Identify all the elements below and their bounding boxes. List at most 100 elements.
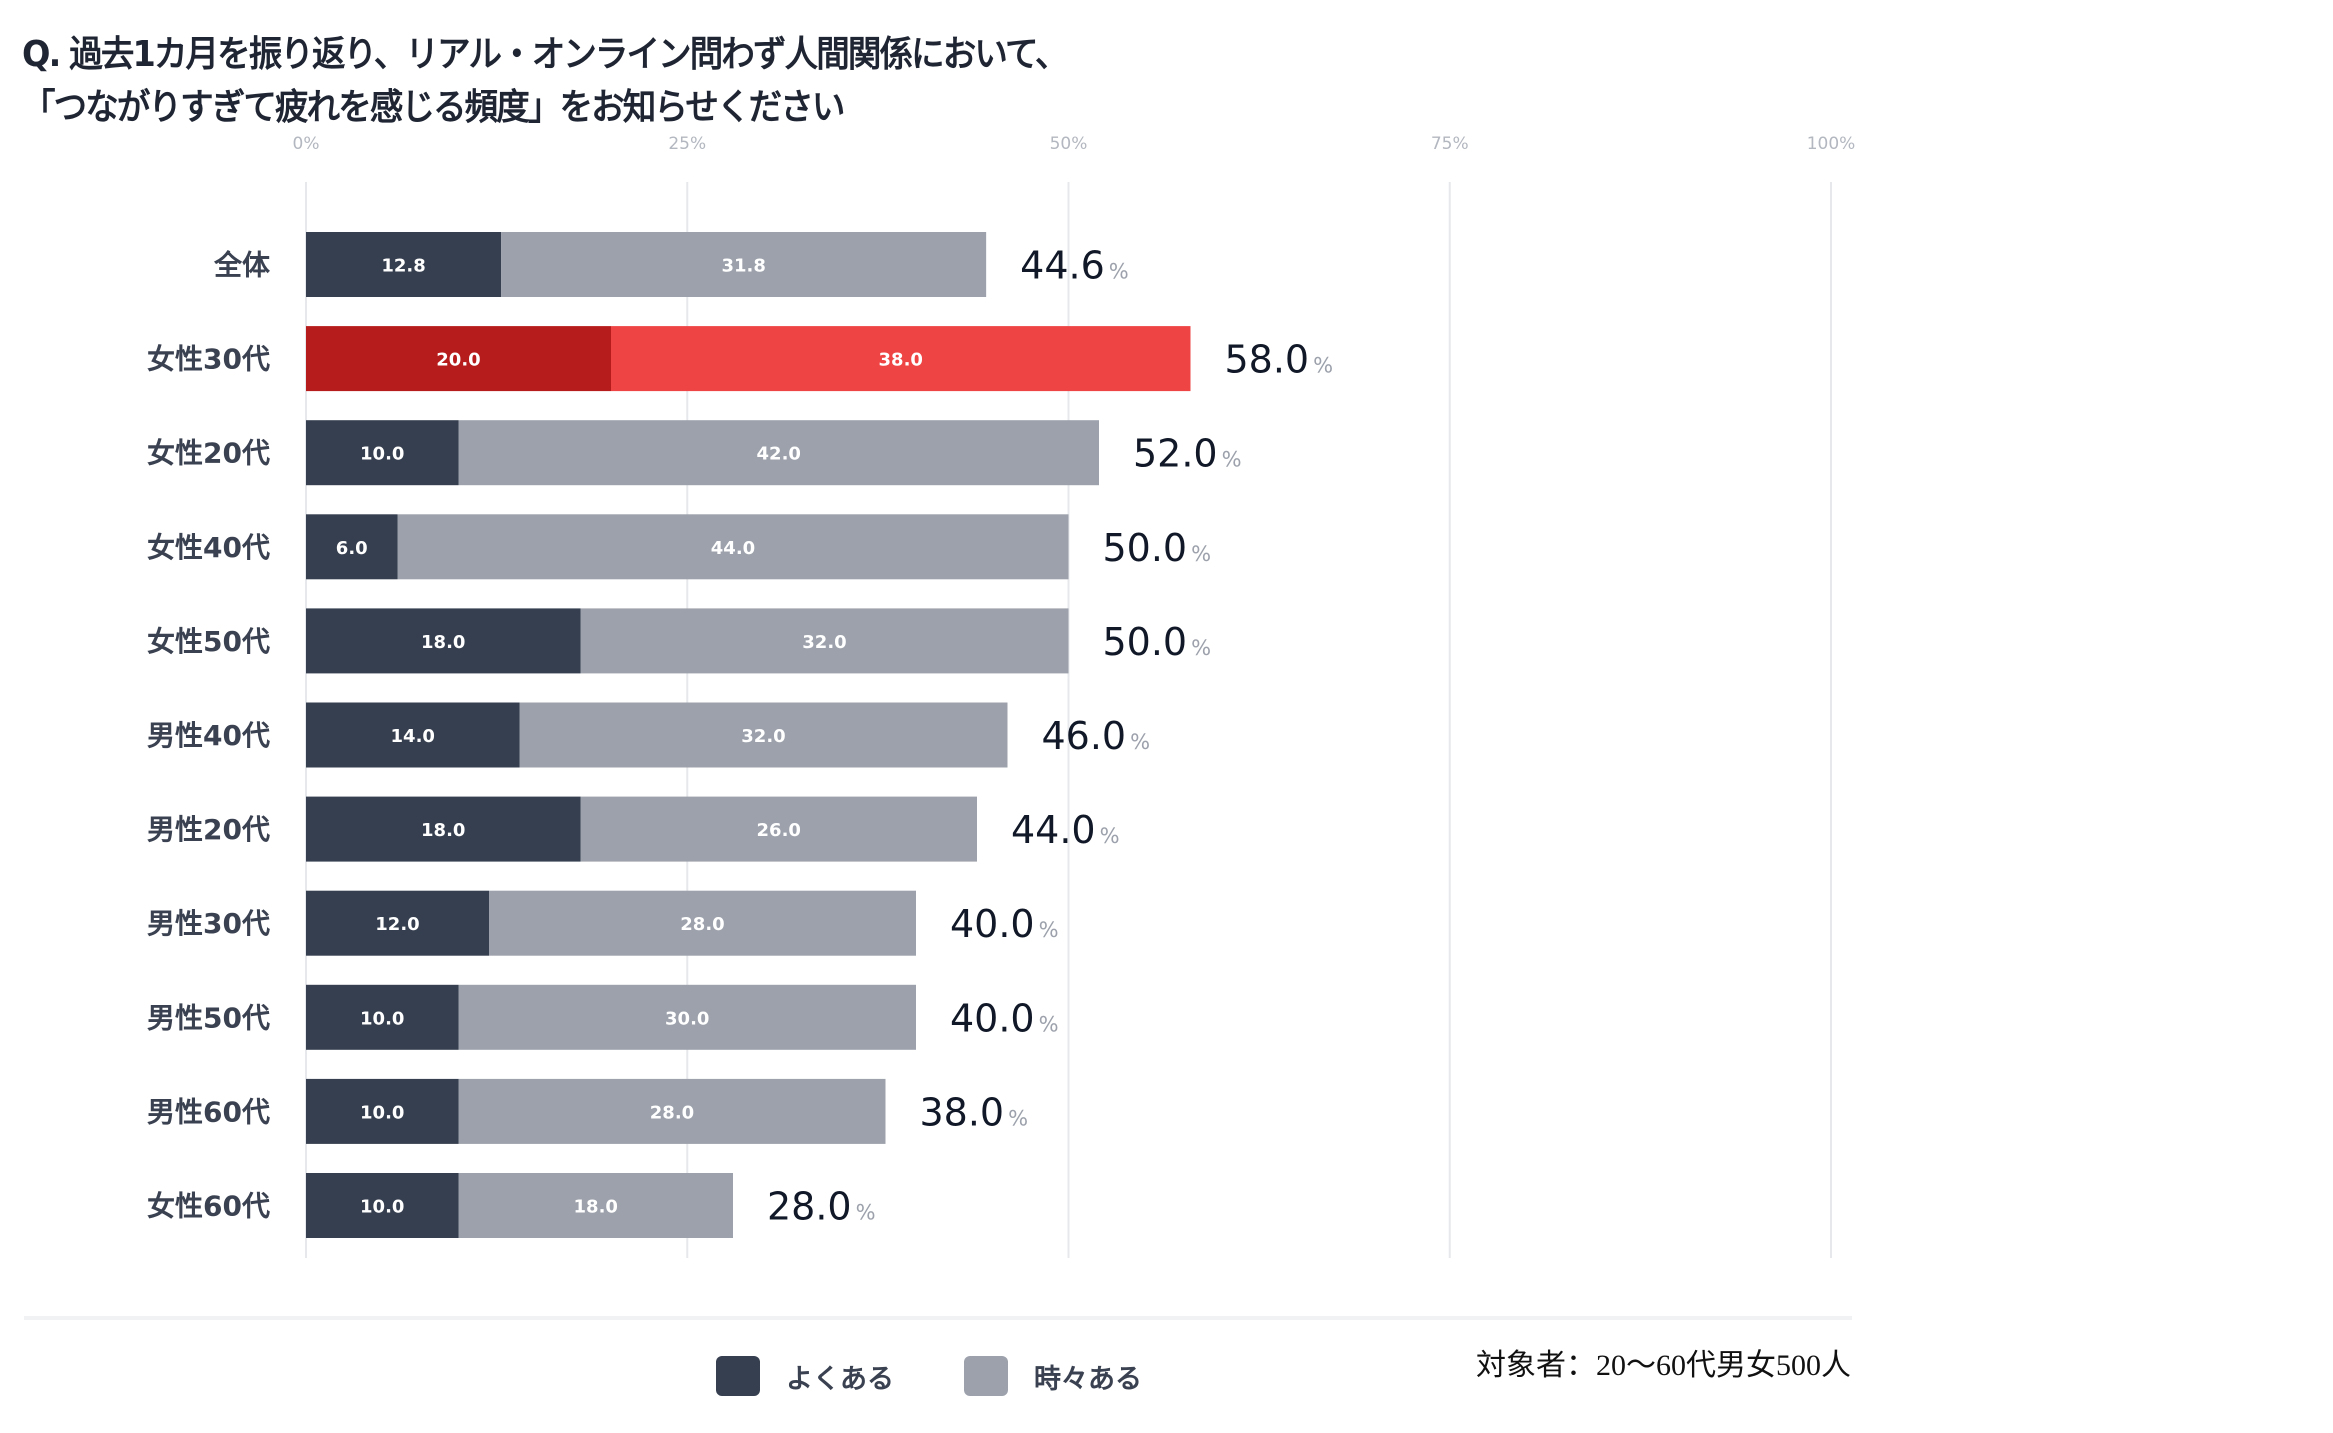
total-number: 58.0 bbox=[1225, 338, 1310, 382]
legend-swatch-sometimes bbox=[964, 1356, 1008, 1396]
category-label: 男性50代 bbox=[147, 1001, 270, 1034]
category-label: 女性40代 bbox=[147, 531, 270, 564]
bar-segment-sometimes bbox=[458, 420, 1099, 486]
segment-value-label: 18.0 bbox=[421, 632, 465, 653]
bar-segment-often bbox=[306, 608, 581, 674]
total-number: 46.0 bbox=[1042, 714, 1127, 758]
segment-value-label: 30.0 bbox=[665, 1008, 709, 1029]
x-tick-label: 100% bbox=[1807, 134, 1856, 154]
segment-value-label: 10.0 bbox=[360, 1008, 404, 1029]
bar-row: 全体 12.8 31.8 44.6% bbox=[213, 232, 1129, 297]
total-value-label: 58.0% bbox=[1225, 338, 1334, 382]
category-label: 男性20代 bbox=[147, 813, 270, 846]
total-percent-sign: % bbox=[1039, 918, 1059, 942]
bar-row: 女性20代 10.0 42.0 52.0% bbox=[147, 420, 1242, 486]
segment-value-label: 42.0 bbox=[757, 444, 801, 465]
total-percent-sign: % bbox=[1109, 260, 1129, 284]
bar-segment-often bbox=[306, 1173, 459, 1238]
legend-label-often: よくある bbox=[786, 1363, 894, 1395]
total-number: 40.0 bbox=[950, 996, 1035, 1040]
total-number: 44.6 bbox=[1020, 244, 1105, 288]
bars: 全体 12.8 31.8 44.6 % 女性30代 20.0 38.0 58.0 % 女性20代 10… bbox=[147, 232, 1333, 1238]
bar-segment-sometimes bbox=[489, 890, 916, 956]
bar-segment-sometimes bbox=[397, 514, 1069, 580]
bar-segment-often bbox=[306, 796, 581, 862]
x-tick-label: 75% bbox=[1431, 134, 1469, 154]
total-percent-sign: % bbox=[1039, 1012, 1059, 1036]
bar-segment-sometimes bbox=[580, 608, 1069, 674]
segment-value-label: 14.0 bbox=[391, 726, 435, 747]
bar-segment-sometimes bbox=[580, 796, 977, 862]
bar-row: 女性40代 6.0 44.0 50.0% bbox=[147, 514, 1212, 580]
segment-value-label: 18.0 bbox=[421, 820, 465, 841]
segment-value-label: 10.0 bbox=[360, 444, 404, 465]
total-percent-sign: % bbox=[1191, 636, 1211, 660]
category-label: 全体 bbox=[213, 249, 271, 282]
total-value-label: 50.0% bbox=[1103, 526, 1212, 570]
segment-value-label: 26.0 bbox=[757, 820, 801, 841]
total-value-label: 40.0% bbox=[950, 996, 1059, 1040]
segment-value-label: 18.0 bbox=[574, 1197, 618, 1218]
segment-value-label: 28.0 bbox=[650, 1102, 694, 1123]
segment-value-label: 28.0 bbox=[680, 914, 724, 935]
segment-value-label: 20.0 bbox=[436, 350, 480, 371]
segment-value-label: 32.0 bbox=[741, 726, 785, 747]
bar-segment-sometimes bbox=[611, 326, 1191, 392]
bar-row: 女性60代 10.0 18.0 28.0% bbox=[147, 1173, 876, 1238]
segment-value-label: 12.0 bbox=[375, 914, 419, 935]
total-value-label: 46.0% bbox=[1042, 714, 1151, 758]
total-number: 40.0 bbox=[950, 902, 1035, 946]
bar-row: 女性50代 18.0 32.0 50.0% bbox=[147, 608, 1212, 674]
category-label: 女性20代 bbox=[147, 437, 270, 470]
bar-segment-often bbox=[306, 232, 502, 297]
legend-item-sometimes: 時々ある bbox=[964, 1356, 1142, 1396]
x-axis-ticks: 0% 25% 50% 75% 100% bbox=[293, 134, 1856, 154]
segment-value-label: 10.0 bbox=[360, 1197, 404, 1218]
category-label: 女性60代 bbox=[147, 1190, 270, 1223]
bar-segment-sometimes bbox=[458, 1078, 886, 1144]
category-label: 男性60代 bbox=[147, 1095, 270, 1128]
separator-line bbox=[24, 1316, 1852, 1320]
x-tick-label: 0% bbox=[293, 134, 320, 154]
legend-label-sometimes: 時々ある bbox=[1034, 1363, 1142, 1395]
total-value-label: 28.0% bbox=[767, 1185, 876, 1229]
bar-row: 男性50代 10.0 30.0 40.0% bbox=[147, 984, 1059, 1050]
stacked-bar-chart: 0% 25% 50% 75% 100% 全体 12.8 31.8 44.6 % 女性30代 20.0… bbox=[147, 134, 1856, 1258]
total-value-label: 40.0% bbox=[950, 902, 1059, 946]
total-value-label: 50.0% bbox=[1103, 620, 1212, 664]
category-label: 女性50代 bbox=[147, 625, 270, 658]
bar-segment-sometimes bbox=[458, 984, 916, 1050]
chart-title-line-2: 「つながりすぎて疲れを感じる頻度」をお知らせください bbox=[22, 87, 845, 128]
category-label: 男性30代 bbox=[147, 907, 270, 940]
segment-value-label: 38.0 bbox=[879, 350, 923, 371]
x-tick-label: 50% bbox=[1050, 134, 1088, 154]
total-percent-sign: % bbox=[856, 1201, 876, 1225]
bar-segment-often bbox=[306, 890, 489, 956]
bar-segment-often bbox=[306, 984, 459, 1050]
legend-swatch-often bbox=[716, 1356, 760, 1396]
legend: よくある 時々ある bbox=[716, 1356, 1212, 1396]
chart-title-line-1: Q. 過去1カ月を振り返り、リアル・オンライン問わず人間関係において、 bbox=[22, 34, 1068, 75]
total-value-label: 44.0% bbox=[1011, 808, 1120, 852]
bar-segment-often bbox=[306, 702, 520, 768]
bar-segment-often bbox=[306, 1078, 459, 1144]
bar-segment-often bbox=[306, 420, 459, 486]
bar-segment-sometimes bbox=[519, 702, 1008, 768]
legend-item-often: よくある bbox=[716, 1356, 894, 1396]
bar-row: 女性30代 20.0 38.0 58.0% bbox=[147, 326, 1334, 392]
total-percent-sign: % bbox=[1100, 824, 1120, 848]
bar-segment-sometimes bbox=[458, 1173, 733, 1238]
bar-segment-sometimes bbox=[501, 232, 987, 297]
total-percent-sign: % bbox=[1222, 448, 1242, 472]
total-percent-sign: % bbox=[1191, 542, 1211, 566]
segment-value-label: 31.8 bbox=[721, 256, 765, 277]
total-number: 52.0 bbox=[1133, 432, 1218, 476]
segment-value-label: 32.0 bbox=[802, 632, 846, 653]
total-value-label: 38.0% bbox=[920, 1090, 1029, 1134]
total-percent-sign: % bbox=[1130, 730, 1150, 754]
bar-row: 男性30代 12.0 28.0 40.0% bbox=[147, 890, 1059, 956]
bar-row: 男性20代 18.0 26.0 44.0% bbox=[147, 796, 1120, 862]
sample-note: 対象者：20～60代男女500人 bbox=[1476, 1349, 1851, 1382]
total-value-label: 52.0% bbox=[1133, 432, 1242, 476]
segment-value-label: 12.8 bbox=[381, 256, 425, 277]
